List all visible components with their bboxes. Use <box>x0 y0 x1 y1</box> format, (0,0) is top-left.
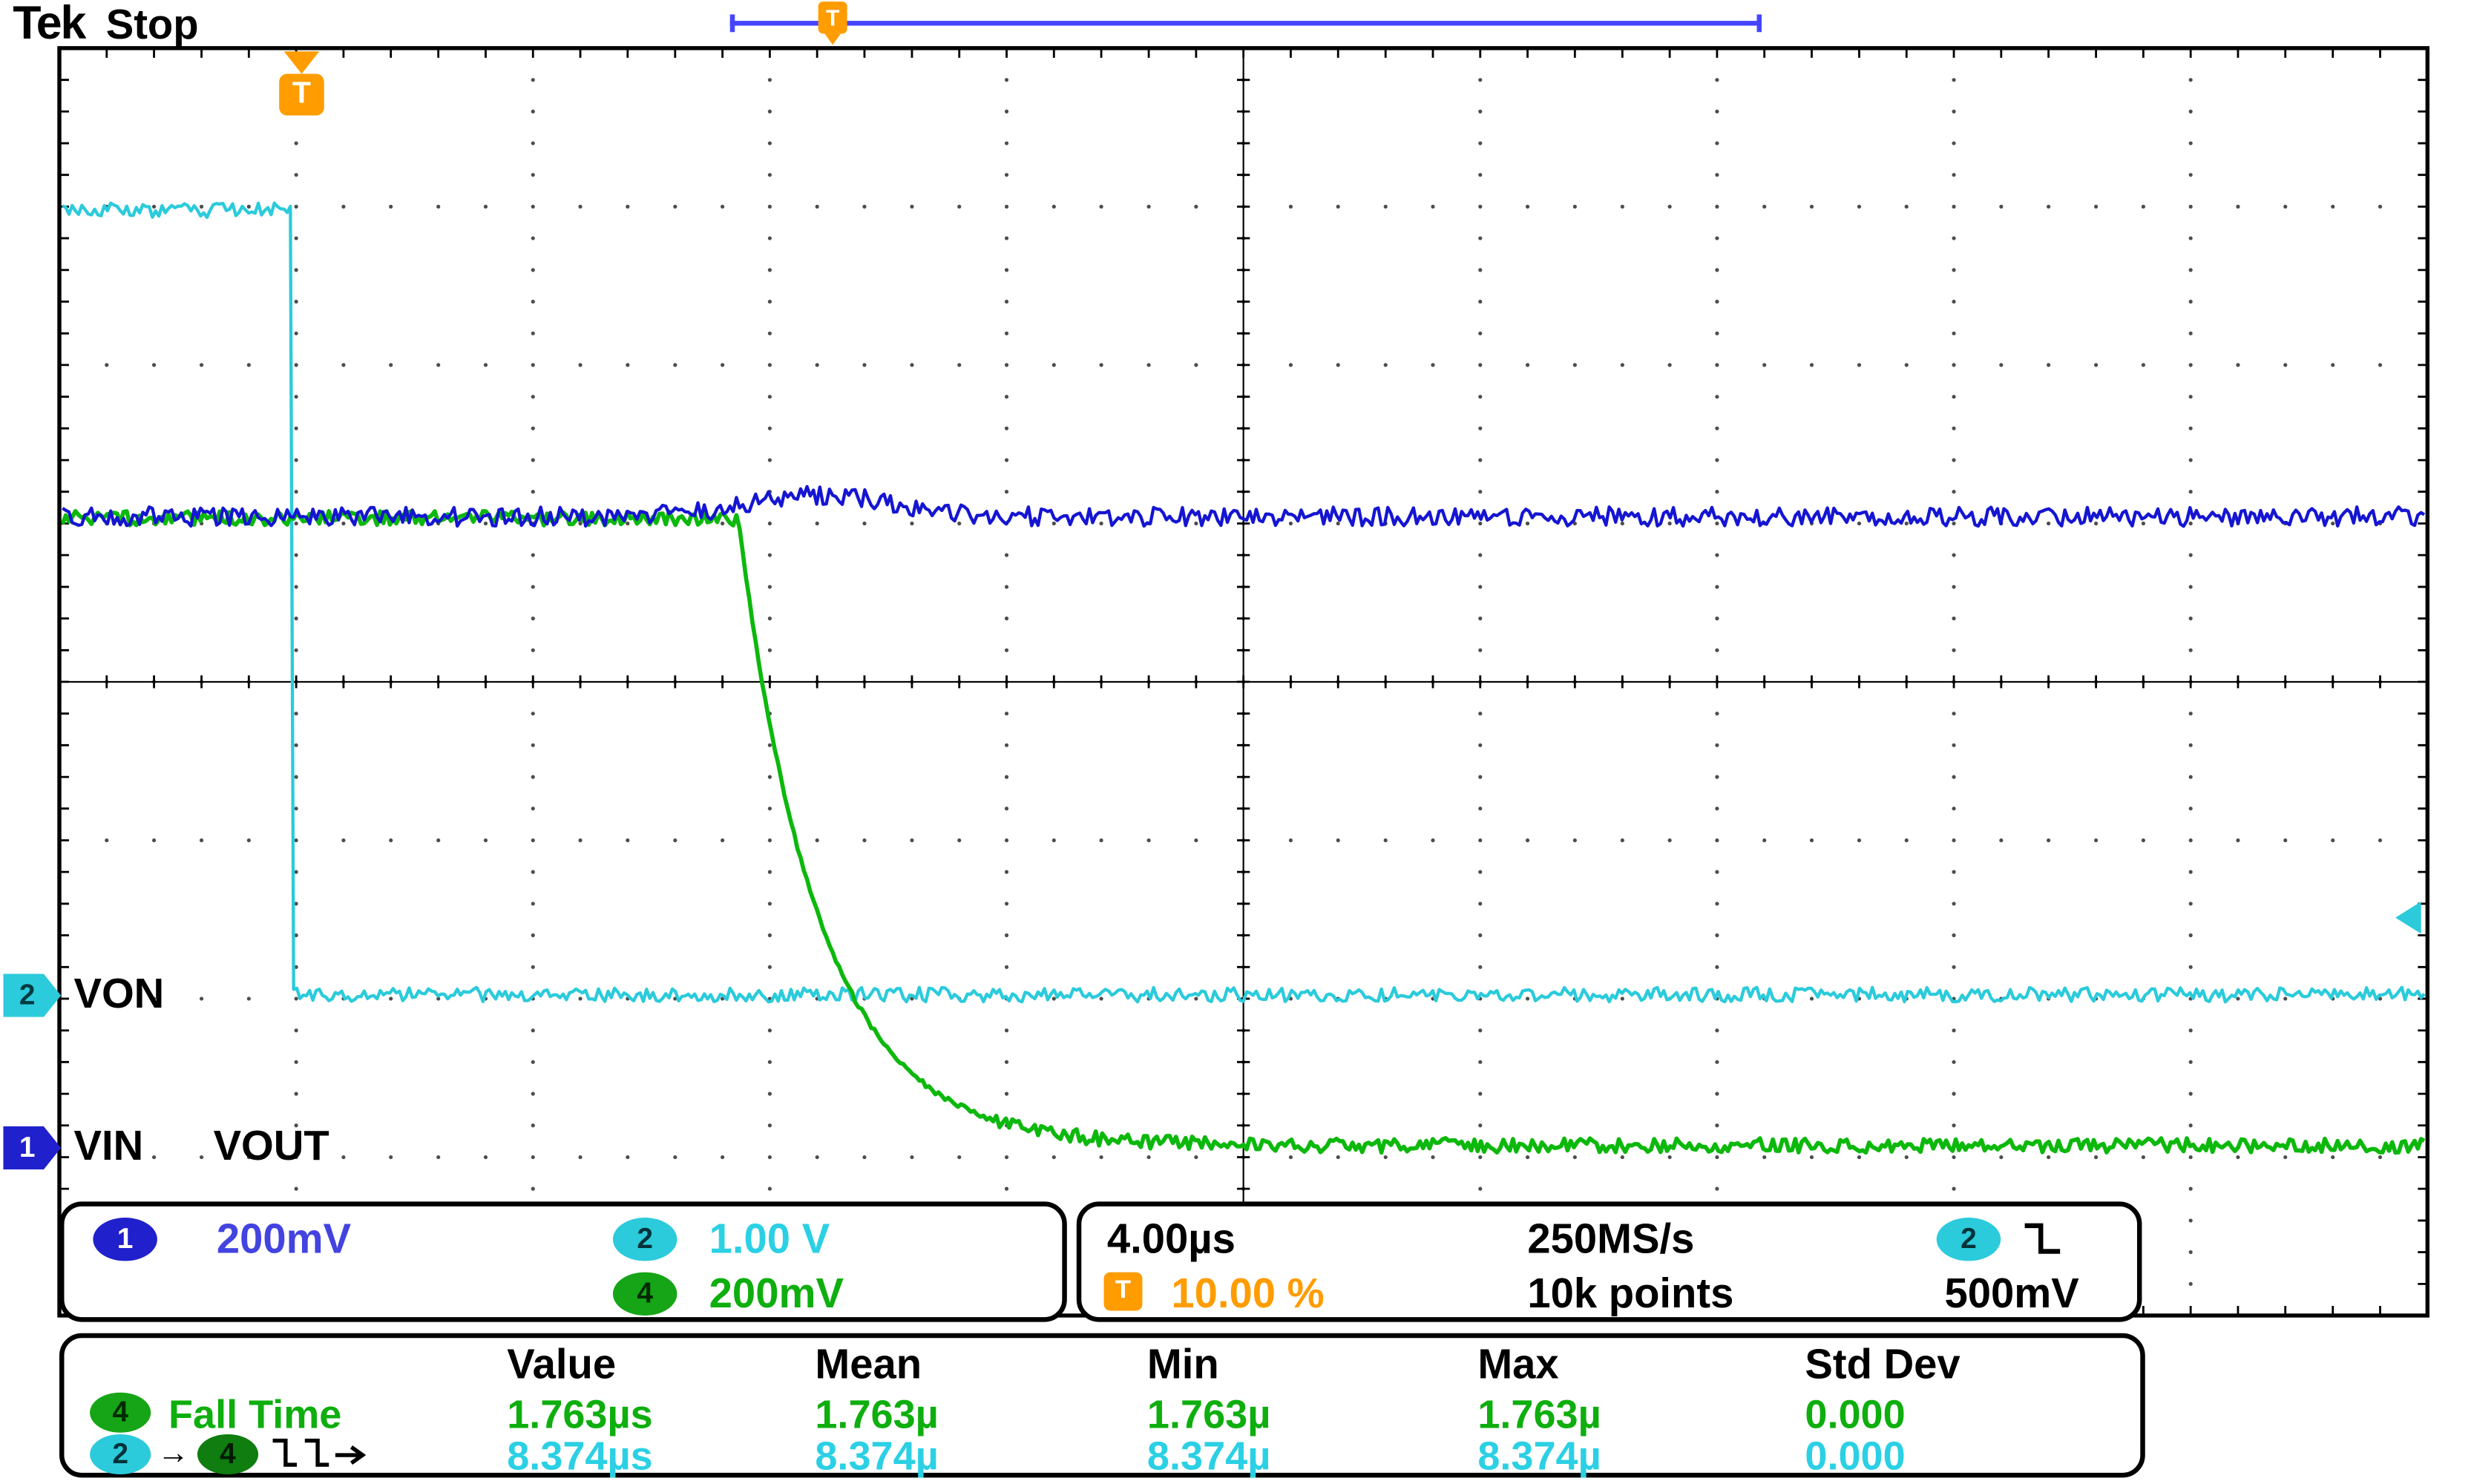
trigger-falling-edge-icon <box>2024 1223 2061 1254</box>
meas-header-value: Value <box>507 1339 617 1388</box>
meas-row1-max: 1.763µ <box>1477 1392 1601 1438</box>
meas-header-stddev: Std Dev <box>1805 1339 1961 1388</box>
meas-row1-source-badge: 4 <box>90 1392 151 1433</box>
sample-rate: 250MS/s <box>1527 1214 1695 1263</box>
record-view-trigger-marker: T <box>818 1 847 45</box>
measurements-box: Value Mean Min Max Std Dev 4 Fall Time 1… <box>59 1333 2145 1478</box>
timebase-scale: 4.00µs <box>1106 1214 1236 1263</box>
trigger-position-t-label: T <box>292 76 312 111</box>
label-vout: VOUT <box>213 1121 329 1170</box>
ch2-badge-label: 2 <box>637 1222 653 1255</box>
meas-row2-max: 8.374µ <box>1477 1434 1601 1480</box>
label-von: VON <box>73 968 165 1017</box>
trigger-level-arrow-icon <box>2395 902 2421 934</box>
meas-row2-target-badge-label: 4 <box>220 1437 236 1470</box>
record-length: 10k points <box>1527 1269 1734 1318</box>
channel-1-marker-label: 1 <box>19 1131 36 1163</box>
meas-row2-stddev: 0.000 <box>1805 1434 1906 1480</box>
trigger-position-t-icon: T <box>279 73 324 116</box>
meas-row1-badge-label: 4 <box>112 1396 128 1428</box>
acquisition-status: Stop <box>105 0 199 48</box>
trigger-position-percent: 10.00 % <box>1171 1269 1325 1318</box>
ch2-badge: 2 <box>612 1218 677 1261</box>
timebase-trigger-readout-box: 4.00µs 250MS/s 2 T 10.00 % 10k points 50… <box>1076 1201 2142 1322</box>
meas-row2-target-badge: 4 <box>197 1434 259 1474</box>
tek-logo: Tek <box>13 0 86 50</box>
meas-row1-label: Fall Time <box>168 1392 342 1438</box>
meas-row2-delay-edges-icon <box>272 1438 367 1467</box>
ch4-badge: 4 <box>612 1272 677 1316</box>
meas-header-mean: Mean <box>815 1339 922 1388</box>
meas-row2-min: 8.374µ <box>1146 1434 1271 1480</box>
meas-row2-mean: 8.374µ <box>815 1434 939 1480</box>
trigger-t-readout-label: T <box>1115 1277 1132 1304</box>
ch2-scale: 1.00 V <box>709 1214 830 1263</box>
meas-row2-source-badge-label: 2 <box>112 1437 128 1470</box>
meas-row1-mean: 1.763µ <box>815 1392 939 1438</box>
record-view-bar <box>729 21 1762 26</box>
trigger-position-t-readout-icon: T <box>1103 1272 1143 1311</box>
trigger-level: 500mV <box>1944 1269 2079 1318</box>
record-view-trigger-label: T <box>825 4 840 31</box>
channel-2-marker-label: 2 <box>19 978 36 1011</box>
meas-row2-arrow: → <box>157 1436 190 1471</box>
ch1-scale: 200mV <box>216 1214 352 1263</box>
meas-header-max: Max <box>1477 1339 1559 1388</box>
meas-row2-value: 8.374µs <box>507 1434 653 1480</box>
ch1-badge: 1 <box>93 1218 157 1261</box>
meas-row1-value: 1.763µs <box>507 1392 653 1438</box>
meas-row1-min: 1.763µ <box>1146 1392 1271 1438</box>
meas-row2-source-badge: 2 <box>90 1434 151 1474</box>
ch4-badge-label: 4 <box>637 1277 653 1310</box>
label-vin: VIN <box>73 1121 144 1170</box>
trigger-position-triangle-icon <box>283 51 320 74</box>
channel-readout-box: 1 200mV 2 1.00 V 4 200mV <box>59 1201 1067 1322</box>
meas-header-min: Min <box>1146 1339 1219 1388</box>
trigger-source-badge-label: 2 <box>1961 1222 1977 1255</box>
trigger-source-badge: 2 <box>1936 1218 2001 1261</box>
record-view-right-cap <box>1756 14 1762 33</box>
record-view-left-cap <box>729 14 735 33</box>
ch4-scale: 200mV <box>709 1269 844 1318</box>
ch1-badge-label: 1 <box>117 1222 134 1255</box>
meas-row1-stddev: 0.000 <box>1805 1392 1906 1438</box>
